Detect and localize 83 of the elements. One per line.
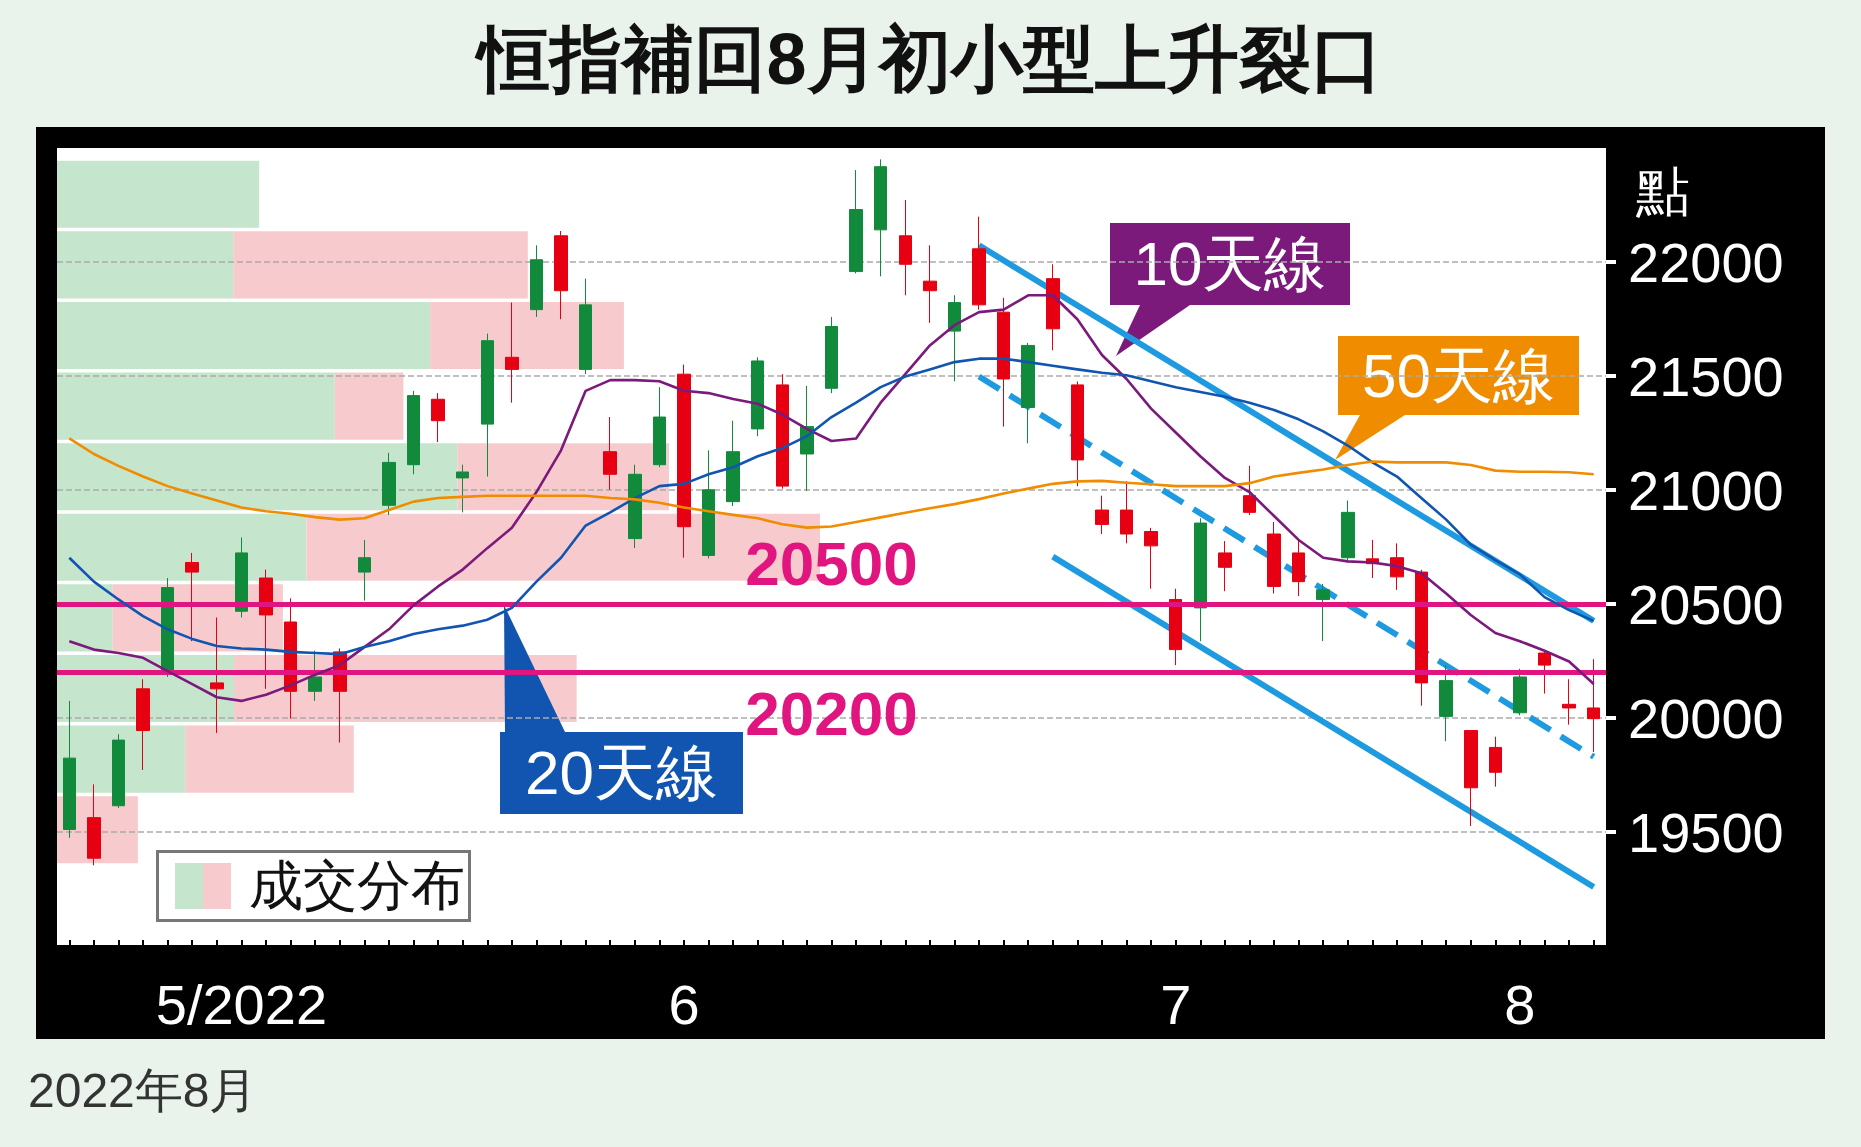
candlestick: [776, 373, 789, 490]
candlestick: [751, 356, 764, 437]
candlestick: [1071, 380, 1084, 487]
y-tick-label: 21000: [1628, 458, 1784, 522]
bar: [185, 725, 354, 793]
candlestick: [1341, 499, 1355, 563]
candlestick: [1243, 465, 1256, 516]
candlestick: [1538, 650, 1551, 695]
bar: [57, 443, 458, 511]
x-tick-label: 8: [1504, 972, 1536, 1036]
candlestick: [1169, 588, 1182, 666]
bar: [57, 301, 431, 370]
candlestick: [1464, 730, 1478, 827]
candlestick: [505, 302, 519, 404]
x-tick-label: 5/2022: [155, 972, 328, 1036]
x-tick-label: 6: [668, 972, 700, 1036]
candlestick: [1194, 517, 1207, 642]
bar: [57, 513, 307, 581]
series-label: 10天線: [1110, 223, 1350, 305]
bar: [57, 372, 335, 440]
y-axis-title: 點: [1635, 161, 1690, 221]
candlestick: [1021, 342, 1035, 444]
ref-line-label: 20200: [745, 678, 918, 748]
candlestick: [210, 616, 224, 734]
y-tick-label: 19500: [1628, 800, 1784, 864]
candlestick: [235, 536, 248, 618]
candlestick: [579, 278, 592, 375]
candlestick: [1095, 495, 1109, 535]
ref-line-label: 20500: [745, 528, 918, 598]
candlestick: [972, 216, 986, 311]
y-tick-label: 20000: [1628, 686, 1784, 750]
candlestick: [1562, 678, 1576, 726]
candlestick: [358, 539, 371, 602]
candlestick: [726, 420, 740, 507]
bar: [334, 372, 404, 440]
candlestick: [1218, 540, 1232, 592]
candlestick: [382, 452, 396, 516]
candlestick: [948, 294, 961, 382]
candlestick: [1489, 736, 1502, 788]
candlestick: [407, 390, 420, 475]
candlestick: [530, 244, 543, 318]
y-tick-label: 20500: [1628, 572, 1784, 636]
text: 2022年8月: [28, 1063, 258, 1117]
candlestick: [874, 158, 887, 277]
bar: [57, 160, 260, 228]
candlestick: [1046, 263, 1060, 351]
candlestick: [63, 700, 76, 839]
candlestick: [849, 169, 863, 274]
bar: [57, 231, 234, 299]
candlestick: [923, 244, 937, 324]
candlestick: [1439, 664, 1453, 742]
x-tick-label: 7: [1160, 972, 1192, 1036]
candlestick: [825, 316, 838, 394]
candlestick: [997, 297, 1010, 428]
candlestick: [1587, 658, 1600, 753]
candlestick: [112, 733, 125, 809]
candlestick: [456, 464, 469, 513]
legend-label: 20天線: [500, 732, 743, 814]
y-tick-label: 21500: [1628, 344, 1784, 408]
candlestick: [677, 364, 691, 559]
series-label: 50天線: [1338, 336, 1579, 415]
candlestick: [1267, 521, 1281, 595]
candlestick: [628, 464, 642, 549]
candlestick: [136, 678, 150, 771]
candlestick: [1513, 668, 1527, 716]
legend-title: 成交分布: [249, 853, 465, 917]
candlestick: [702, 449, 715, 559]
candlestick: [431, 392, 445, 443]
candlestick: [1316, 583, 1330, 642]
candlestick: [87, 783, 101, 866]
candlestick: [481, 333, 494, 478]
line-series: [67, 437, 1596, 529]
y-tick-label: 22000: [1628, 230, 1784, 294]
candlestick: [1144, 527, 1158, 590]
bar: [233, 231, 528, 299]
candlestick: [653, 386, 666, 468]
candlestick: [899, 199, 912, 296]
candlestick: [308, 650, 322, 702]
candlestick: [554, 230, 568, 320]
candlestick: [603, 416, 617, 491]
candlestick: [185, 552, 199, 642]
candlestick: [1292, 539, 1305, 597]
chart-title: 恒指補回8月初小型上升裂口: [474, 19, 1383, 99]
